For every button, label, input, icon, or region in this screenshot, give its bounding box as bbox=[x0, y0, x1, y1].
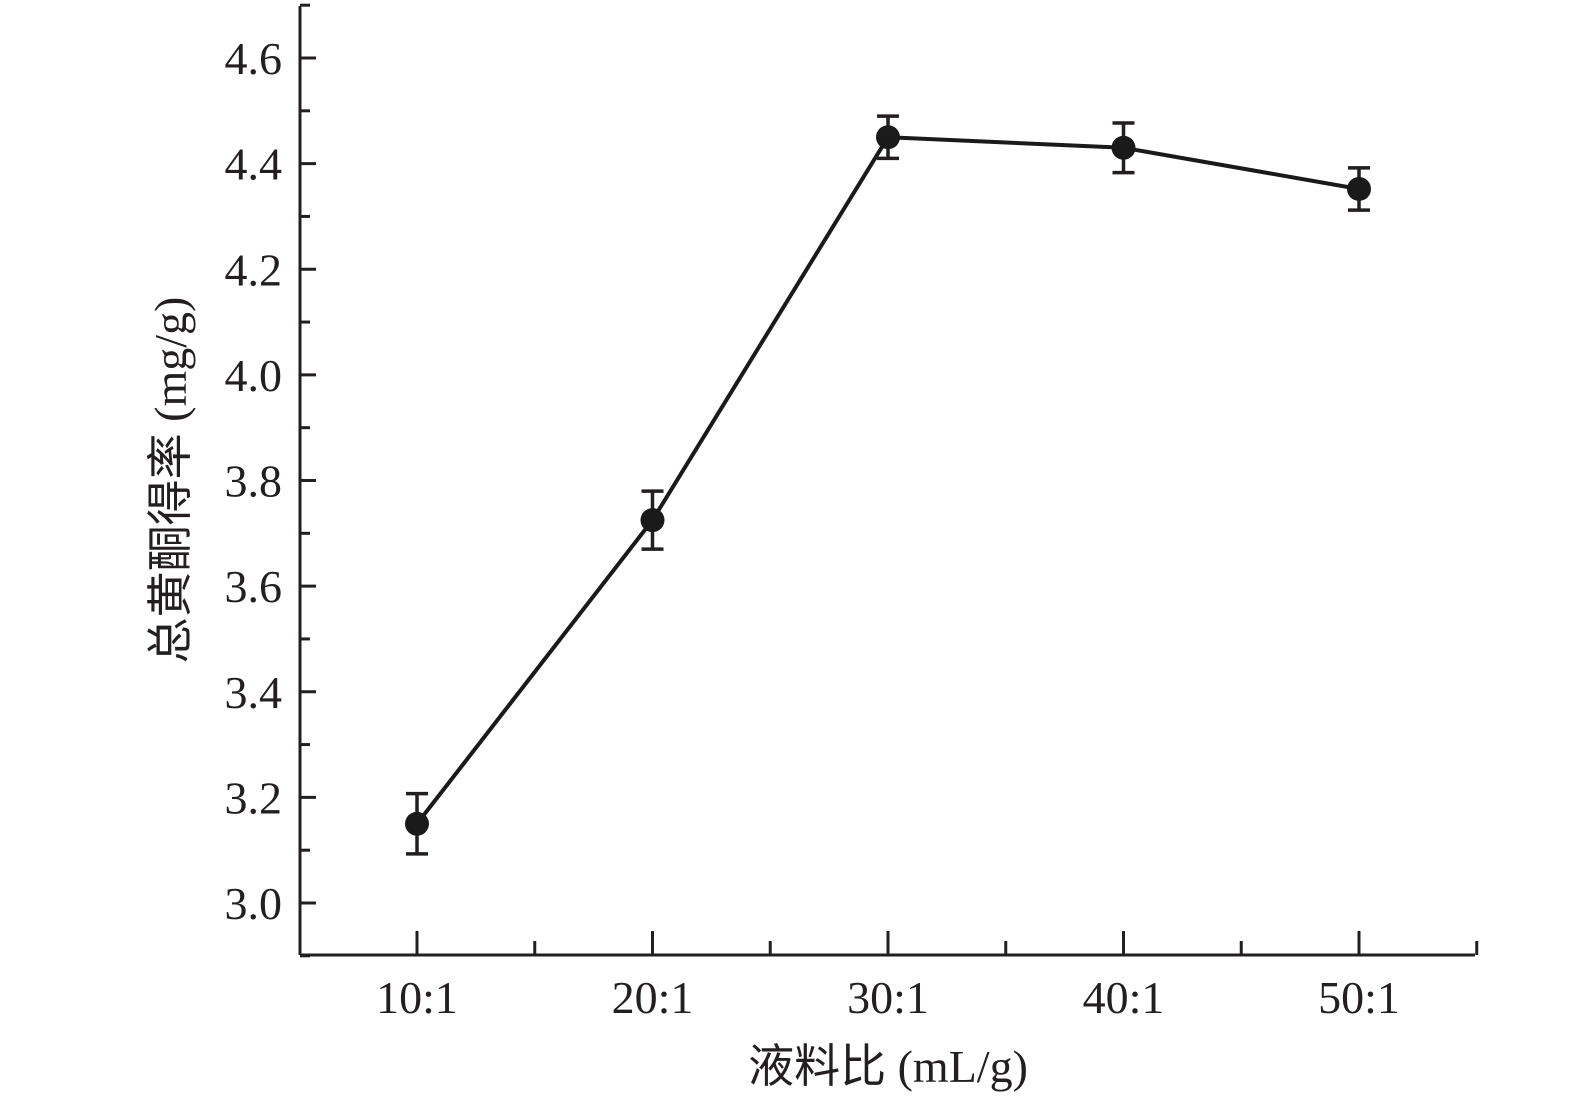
data-point bbox=[1347, 176, 1371, 201]
data-point bbox=[640, 508, 665, 533]
series bbox=[405, 114, 1371, 856]
y-tick-label: 3.4 bbox=[225, 667, 283, 718]
x-tick-label: 40:1 bbox=[1083, 972, 1165, 1023]
y-tick-label: 4.6 bbox=[225, 33, 283, 84]
ticks: 3.0 3.2 3.4 3.6 3.8 4.0 4.2 4.4 4.6 10:1 20:1 30:1 4… bbox=[225, 3, 1479, 1023]
y-tick-label: 3.6 bbox=[225, 561, 283, 612]
x-tick-label: 20:1 bbox=[612, 972, 694, 1023]
data-point bbox=[876, 125, 900, 150]
x-tick-label: 50:1 bbox=[1318, 972, 1400, 1023]
x-tick-label: 10:1 bbox=[376, 972, 458, 1023]
x-tick-label: 30:1 bbox=[847, 972, 929, 1023]
data-point bbox=[405, 811, 429, 836]
y-tick-label: 3.8 bbox=[225, 456, 283, 507]
y-axis-title: 总黄酮得率 (mg/g) bbox=[145, 297, 196, 664]
y-tick-label: 4.0 bbox=[225, 350, 283, 401]
y-tick-label: 3.0 bbox=[225, 878, 283, 929]
x-axis-title: 液料比 (mL/g) bbox=[748, 1041, 1028, 1092]
y-tick-label: 3.2 bbox=[225, 772, 283, 823]
y-tick-label: 4.2 bbox=[225, 244, 283, 295]
y-tick-label: 4.4 bbox=[225, 139, 283, 190]
series-line bbox=[415, 135, 1360, 826]
data-point bbox=[1111, 135, 1136, 160]
